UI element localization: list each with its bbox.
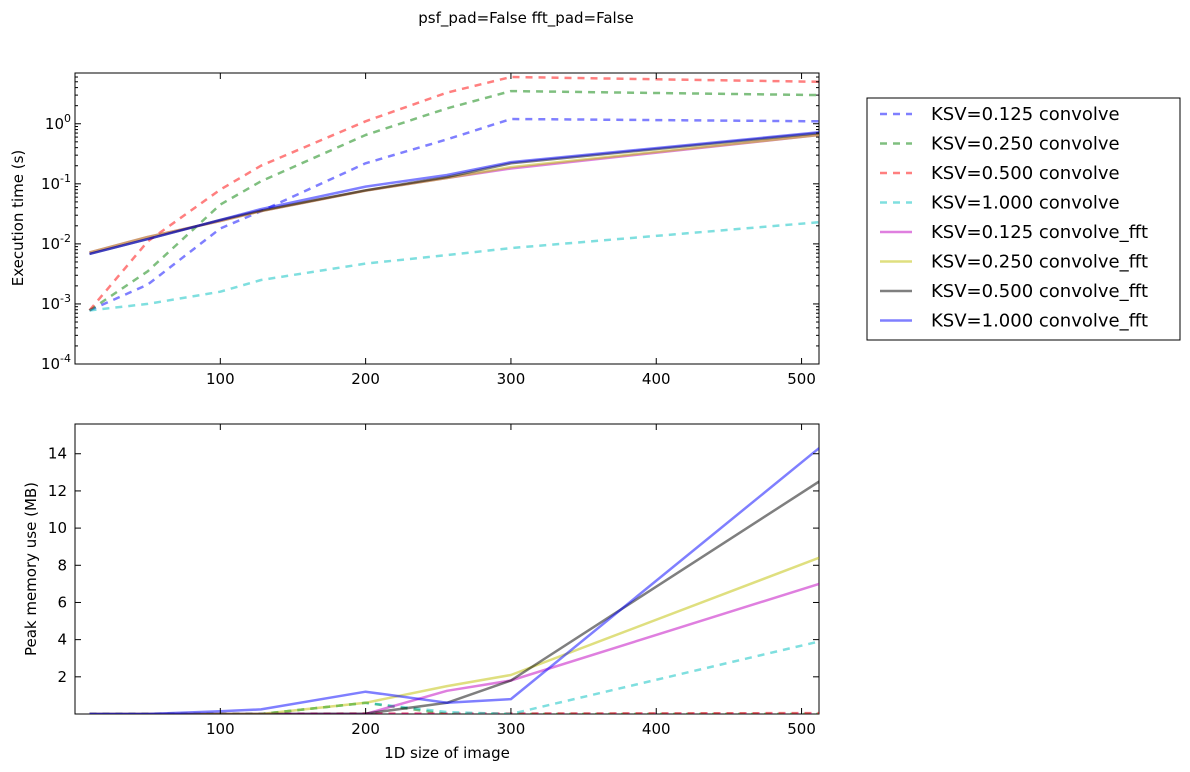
execution-time-series-line-2	[88, 89, 819, 312]
memory-y-tick-label: 10	[48, 519, 67, 537]
memory-x-tick-label: 500	[787, 720, 816, 738]
legend-label: KSV=1.000 convolve_fft	[931, 311, 1148, 332]
execution-time-series-line-1	[88, 117, 819, 312]
memory-x-tick-label: 100	[206, 720, 235, 738]
figure-title: psf_pad=False fft_pad=False	[418, 9, 634, 28]
legend-label: KSV=0.500 convolve_fft	[931, 281, 1148, 302]
legend-label: KSV=0.125 convolve_fft	[931, 222, 1148, 243]
legend: KSV=0.125 convolve KSV=0.250 convolve KSV=…	[866, 97, 1181, 341]
memory-y-tick-label: 6	[57, 593, 67, 611]
legend-label: KSV=0.500 convolve	[931, 163, 1120, 184]
legend-frame	[866, 97, 1181, 341]
execution-time-x-tick-label: 300	[497, 370, 526, 388]
memory-x-tick-label: 400	[642, 720, 671, 738]
legend-label: KSV=1.000 convolve	[931, 193, 1120, 214]
memory-x-tick-label: 300	[497, 720, 526, 738]
execution-time-series-line-7	[89, 131, 819, 256]
execution-time-series-line-4	[89, 220, 819, 312]
execution-time-y-tick-label: 100	[45, 112, 71, 133]
execution-time-y-axis-label: Execution time (s)	[9, 150, 27, 287]
execution-time-y-tick-label: 10-1	[41, 172, 71, 193]
execution-time-x-tick-label: 200	[351, 370, 380, 388]
memory-y-tick-label: 12	[48, 482, 67, 500]
execution-time-series-line-5	[89, 133, 819, 254]
memory-series-line-8	[89, 447, 819, 714]
execution-time-axes: 100 200 300 400 500 10-4 10-3 10-2 10-1 100 Execu…	[9, 72, 820, 388]
memory-series-line-7	[89, 480, 819, 714]
memory-y-tick-label: 8	[57, 556, 67, 574]
memory-series-line-6	[89, 556, 819, 714]
execution-time-series-line-8	[89, 131, 819, 256]
memory-y-tick-label: 4	[57, 631, 67, 649]
legend-label: KSV=0.250 convolve_fft	[931, 252, 1148, 273]
execution-time-y-tick-label: 10-2	[41, 232, 71, 253]
memory-y-tick-label: 14	[48, 445, 67, 463]
memory-y-tick-label: 2	[57, 668, 67, 686]
execution-time-x-tick-label: 500	[787, 370, 816, 388]
execution-time-series-line-6	[89, 133, 819, 254]
execution-time-x-tick-label: 400	[642, 370, 671, 388]
legend-label: KSV=0.250 convolve	[931, 134, 1120, 155]
execution-time-x-tick-label: 100	[206, 370, 235, 388]
execution-time-plot-frame	[74, 72, 820, 365]
memory-axes: 100 200 300 400 500 2 4 6 8 10 12 14 Peak memory us…	[22, 423, 820, 762]
execution-time-y-tick-label: 10-4	[41, 352, 71, 373]
memory-plot-frame	[74, 423, 820, 715]
memory-x-axis-label: 1D size of image	[384, 744, 510, 762]
memory-y-axis-label: Peak memory use (MB)	[22, 482, 40, 656]
legend-label: KSV=0.125 convolve	[931, 104, 1120, 125]
memory-x-tick-label: 200	[351, 720, 380, 738]
execution-time-y-tick-label: 10-3	[41, 292, 71, 313]
execution-time-series-line-3	[88, 75, 819, 312]
memory-series-line-5	[89, 582, 819, 714]
